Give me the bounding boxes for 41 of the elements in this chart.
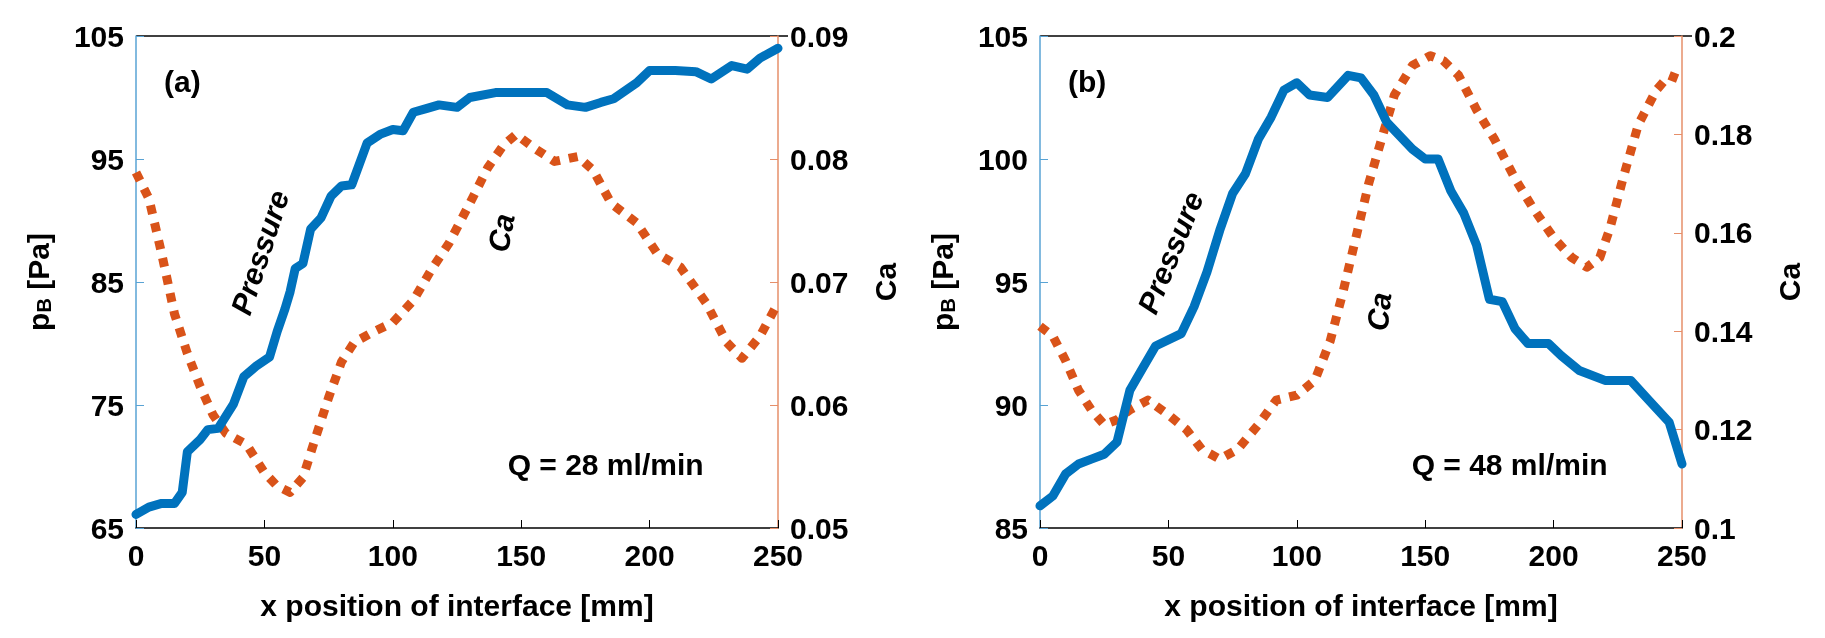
y-axis-title: pB [Pa]: [21, 233, 55, 331]
annotation: Q = 28 ml/min: [507, 447, 704, 481]
annotation: (a): [164, 64, 201, 98]
y2-tick-label: 0.16: [1694, 216, 1753, 250]
x-axis-title: x position of interface [mm]: [1164, 588, 1558, 622]
y-tick-label: 95: [994, 265, 1028, 299]
y-axis-title: pB [Pa]: [925, 233, 959, 331]
y2-tick-label: 0.09: [790, 19, 849, 53]
x-tick-label: 100: [367, 538, 418, 572]
y-tick-label: 105: [73, 19, 124, 53]
y2-tick-label: 0.07: [790, 265, 849, 299]
x-tick-label: 200: [624, 538, 675, 572]
y2-tick-label: 0.06: [790, 388, 849, 422]
x-tick-label: 0: [1031, 538, 1049, 572]
x-tick-label: 50: [1151, 538, 1186, 572]
x-tick-label: 200: [1528, 538, 1579, 572]
x-tick-label: 150: [1400, 538, 1451, 572]
y2-tick-label: 0.14: [1694, 314, 1753, 348]
x-tick-label: 50: [247, 538, 282, 572]
y-tick-label: 95: [90, 142, 124, 176]
y-tick-label: 75: [90, 388, 124, 422]
y2-tick-label: 0.12: [1694, 413, 1753, 447]
y-tick-label: 65: [90, 511, 124, 545]
y2-tick-label: 0.18: [1694, 117, 1753, 151]
y2-tick-label: 0.2: [1694, 19, 1736, 53]
y2-axis-title: Ca: [868, 262, 902, 302]
x-tick-label: 0: [127, 538, 145, 572]
y2-axis-title: Ca: [1772, 262, 1806, 302]
text: Ca: [481, 211, 521, 255]
text: Ca: [1360, 290, 1398, 333]
annotation: (b): [1068, 64, 1107, 98]
y-tick-label: 85: [994, 511, 1028, 545]
y-tick-label: 105: [977, 19, 1028, 53]
y2-tick-label: 0.08: [790, 142, 849, 176]
x-tick-label: 150: [496, 538, 547, 572]
x-axis-title: x position of interface [mm]: [260, 588, 654, 622]
y-tick-label: 85: [90, 265, 124, 299]
x-tick-label: 100: [1271, 538, 1322, 572]
y-tick-label: 90: [994, 388, 1028, 422]
annotation: Q = 48 ml/min: [1411, 447, 1608, 481]
y-tick-label: 100: [977, 142, 1028, 176]
